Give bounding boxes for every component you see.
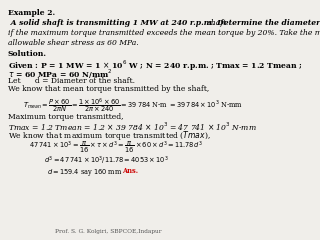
Text: Prof. S. G. Kolgiri, SBPCOE,Indapur: Prof. S. G. Kolgiri, SBPCOE,Indapur	[55, 229, 161, 234]
Text: $d = 159.4$ say $160$ mm: $d = 159.4$ say $160$ mm	[47, 168, 123, 179]
Text: $T_{mean} = \dfrac{P \times 60}{2\pi N} = \dfrac{1 \times 10^6 \times 60}{2\pi \: $T_{mean} = \dfrac{P \times 60}{2\pi N} …	[23, 96, 243, 115]
Text: shaft: shaft	[208, 19, 227, 27]
Text: $d^3 = 47\,741 \times 10^3 / 11.78 = 4053 \times 10^3$: $d^3 = 47\,741 \times 10^3 / 11.78 = 405…	[44, 155, 169, 168]
Text: Tmax = 1.2 Tmean = 1.2 $\times$ 39 784 $\times$ 10$^3$ = 47 741 $\times$ 10$^3$ : Tmax = 1.2 Tmean = 1.2 $\times$ 39 784 $…	[8, 121, 257, 133]
Text: if the maximum torque transmitted exceeds the mean torque by 20%. Take the maxim: if the maximum torque transmitted exceed…	[8, 29, 320, 37]
Text: $\tau$ = 60 MPa = 60 N/mm$^2$: $\tau$ = 60 MPa = 60 N/mm$^2$	[8, 68, 112, 81]
Text: We know that mean torque transmitted by the shaft,: We know that mean torque transmitted by …	[8, 85, 209, 93]
Text: $47\,741 \times 10^3 = \dfrac{\pi}{16} \times \tau \times d^3 = \dfrac{\pi}{16} : $47\,741 \times 10^3 = \dfrac{\pi}{16} \…	[29, 140, 203, 155]
Text: Given : P = 1 MW = 1 $\times$ 10$^6$ W ; N = 240 r.p.m. ; Tmax = 1.2 Tmean ;: Given : P = 1 MW = 1 $\times$ 10$^6$ W ;…	[8, 59, 302, 73]
Text: We know that maximum torque transmitted ($\mathit{Tmax}$),: We know that maximum torque transmitted …	[8, 129, 211, 142]
Text: Let      d = Diameter of the shaft.: Let d = Diameter of the shaft.	[8, 77, 135, 84]
Text: Example 2.: Example 2.	[8, 8, 55, 17]
Text: Solution.: Solution.	[8, 50, 47, 58]
Text: A solid shaft is transmitting 1 MW at 240 r.p.m. Determine the diameter of the: A solid shaft is transmitting 1 MW at 24…	[8, 19, 320, 27]
Text: allowable shear stress as 60 MPa.: allowable shear stress as 60 MPa.	[8, 39, 139, 47]
Text: Ans.: Ans.	[122, 168, 138, 175]
Text: Maximum torque transmitted,: Maximum torque transmitted,	[8, 113, 123, 121]
